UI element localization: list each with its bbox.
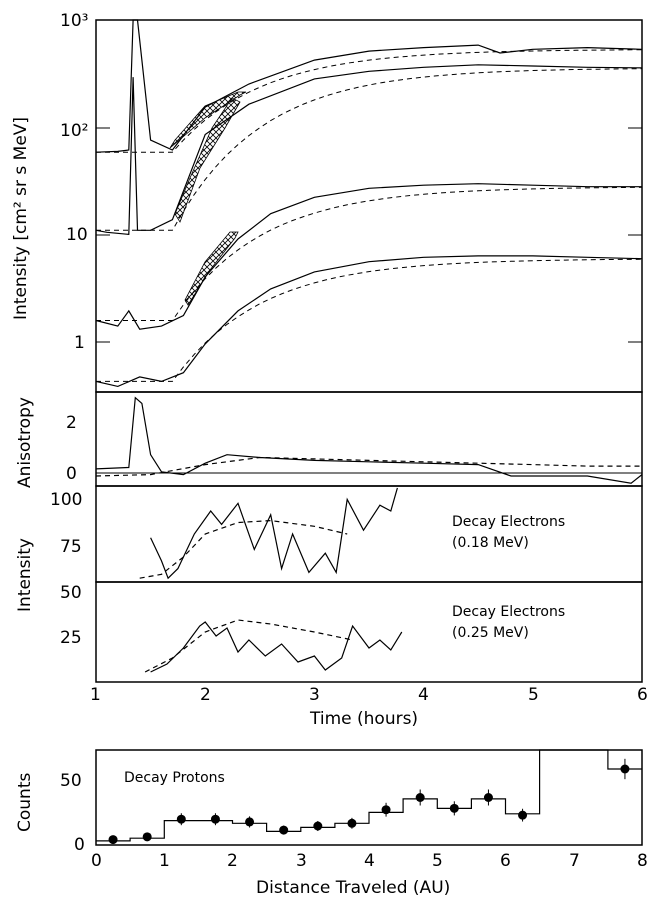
protons-y-tick-50: 50 <box>60 771 82 791</box>
distance-x-tick-0: 0 <box>91 851 102 871</box>
protons-y-axis-label: Counts <box>15 773 35 832</box>
protons-panel-frame <box>95 749 643 846</box>
intensity-fit-3-line <box>96 258 643 382</box>
protons-point-3 <box>210 814 220 824</box>
protons-point-12 <box>518 810 528 820</box>
distance-x-axis-label: Distance Traveled (AU) <box>256 878 450 898</box>
time-x-tick-6: 6 <box>637 685 648 705</box>
data-marks <box>95 19 643 845</box>
electrons-018-annotation-line-1: Decay Electrons <box>452 514 565 530</box>
protons-histogram <box>96 749 642 842</box>
distance-x-tick-3: 3 <box>296 851 307 871</box>
panel-0-series-1-line <box>95 64 643 236</box>
protons-point-5 <box>279 825 289 835</box>
y-tick-label-1000: 10³ <box>60 11 88 31</box>
anisotropy-y-tick-0: 0 <box>66 464 77 484</box>
protons-point-10 <box>449 803 459 813</box>
distance-x-tick-6: 6 <box>500 851 511 871</box>
distance-x-tick-5: 5 <box>432 851 443 871</box>
panel-1-series-1-line <box>95 456 642 477</box>
panel-2-series-0-line <box>150 487 398 580</box>
distance-x-tick-2: 2 <box>227 851 238 871</box>
y-tick-label-1: 1 <box>74 333 85 353</box>
protons-point-4 <box>245 817 255 827</box>
electrons-018-y-tick-75: 75 <box>60 537 82 557</box>
protons-annotation: Decay Protons <box>124 770 225 786</box>
time-x-tick-4: 4 <box>418 685 429 705</box>
intensity-lower-y-axis-label: Intensity <box>15 538 35 612</box>
panel-2-series-1-line <box>139 519 348 579</box>
panel-0-series-3-line <box>95 255 643 388</box>
time-x-tick-3: 3 <box>309 685 320 705</box>
anisotropy-y-axis-label: Anisotropy <box>15 397 35 488</box>
panel-0-series-0-line <box>95 19 643 153</box>
y-tick-label-100: 10² <box>60 121 88 141</box>
electrons-025-y-tick-25: 25 <box>60 628 82 648</box>
hatch-region-1 <box>169 91 247 149</box>
hatch-region-2 <box>174 97 241 223</box>
protons-y-tick-0: 0 <box>74 835 85 855</box>
panel-3-series-0-line <box>150 621 403 673</box>
protons-point-2 <box>176 814 186 824</box>
intensity-fit-0-line <box>96 49 642 153</box>
electrons-018-y-tick-100: 100 <box>50 490 82 510</box>
protons-point-8 <box>381 805 391 815</box>
intensity-y-axis-label: Intensity [cm² sr s MeV] <box>11 117 31 320</box>
electrons-025-panel-frame <box>95 581 643 683</box>
protons-point-6 <box>313 821 323 831</box>
protons-point-13 <box>620 764 630 774</box>
protons-point-1 <box>142 832 152 842</box>
electrons-025-annotation-line-1: Decay Electrons <box>452 604 565 620</box>
intensity-fit-1-line <box>96 68 643 231</box>
distance-x-axis: 0 1 2 3 4 5 6 7 8 <box>91 851 648 871</box>
time-x-tick-1: 1 <box>90 685 101 705</box>
protons-point-7 <box>347 818 357 828</box>
hatch-region-3 <box>184 231 239 306</box>
distance-x-tick-7: 7 <box>569 851 580 871</box>
time-x-tick-2: 2 <box>200 685 211 705</box>
panel-1-series-0-line <box>95 396 643 484</box>
intensity-fit-2-line <box>96 186 643 321</box>
distance-x-tick-1: 1 <box>159 851 170 871</box>
anisotropy-y-tick-2: 2 <box>66 413 77 433</box>
protons-point-9 <box>415 793 425 802</box>
electrons-025-y-tick-50: 50 <box>60 583 82 603</box>
anisotropy-panel-frame <box>95 391 643 487</box>
panel-3-series-1-line <box>144 619 353 673</box>
protons-point-11 <box>483 793 493 802</box>
distance-x-tick-8: 8 <box>637 851 648 871</box>
y-tick-label-10: 10 <box>66 225 88 245</box>
protons-point-0 <box>108 835 118 845</box>
time-x-axis: 1 2 3 4 5 6 <box>90 685 648 705</box>
distance-x-tick-4: 4 <box>364 851 375 871</box>
electrons-018-annotation-line-2: (0.18 MeV) <box>452 535 529 551</box>
time-x-tick-5: 5 <box>528 685 539 705</box>
time-x-axis-label: Time (hours) <box>309 709 418 729</box>
intensity-y-axis: 10³ 10² 10 1 <box>60 11 642 353</box>
electrons-025-annotation-line-2: (0.25 MeV) <box>452 625 529 641</box>
